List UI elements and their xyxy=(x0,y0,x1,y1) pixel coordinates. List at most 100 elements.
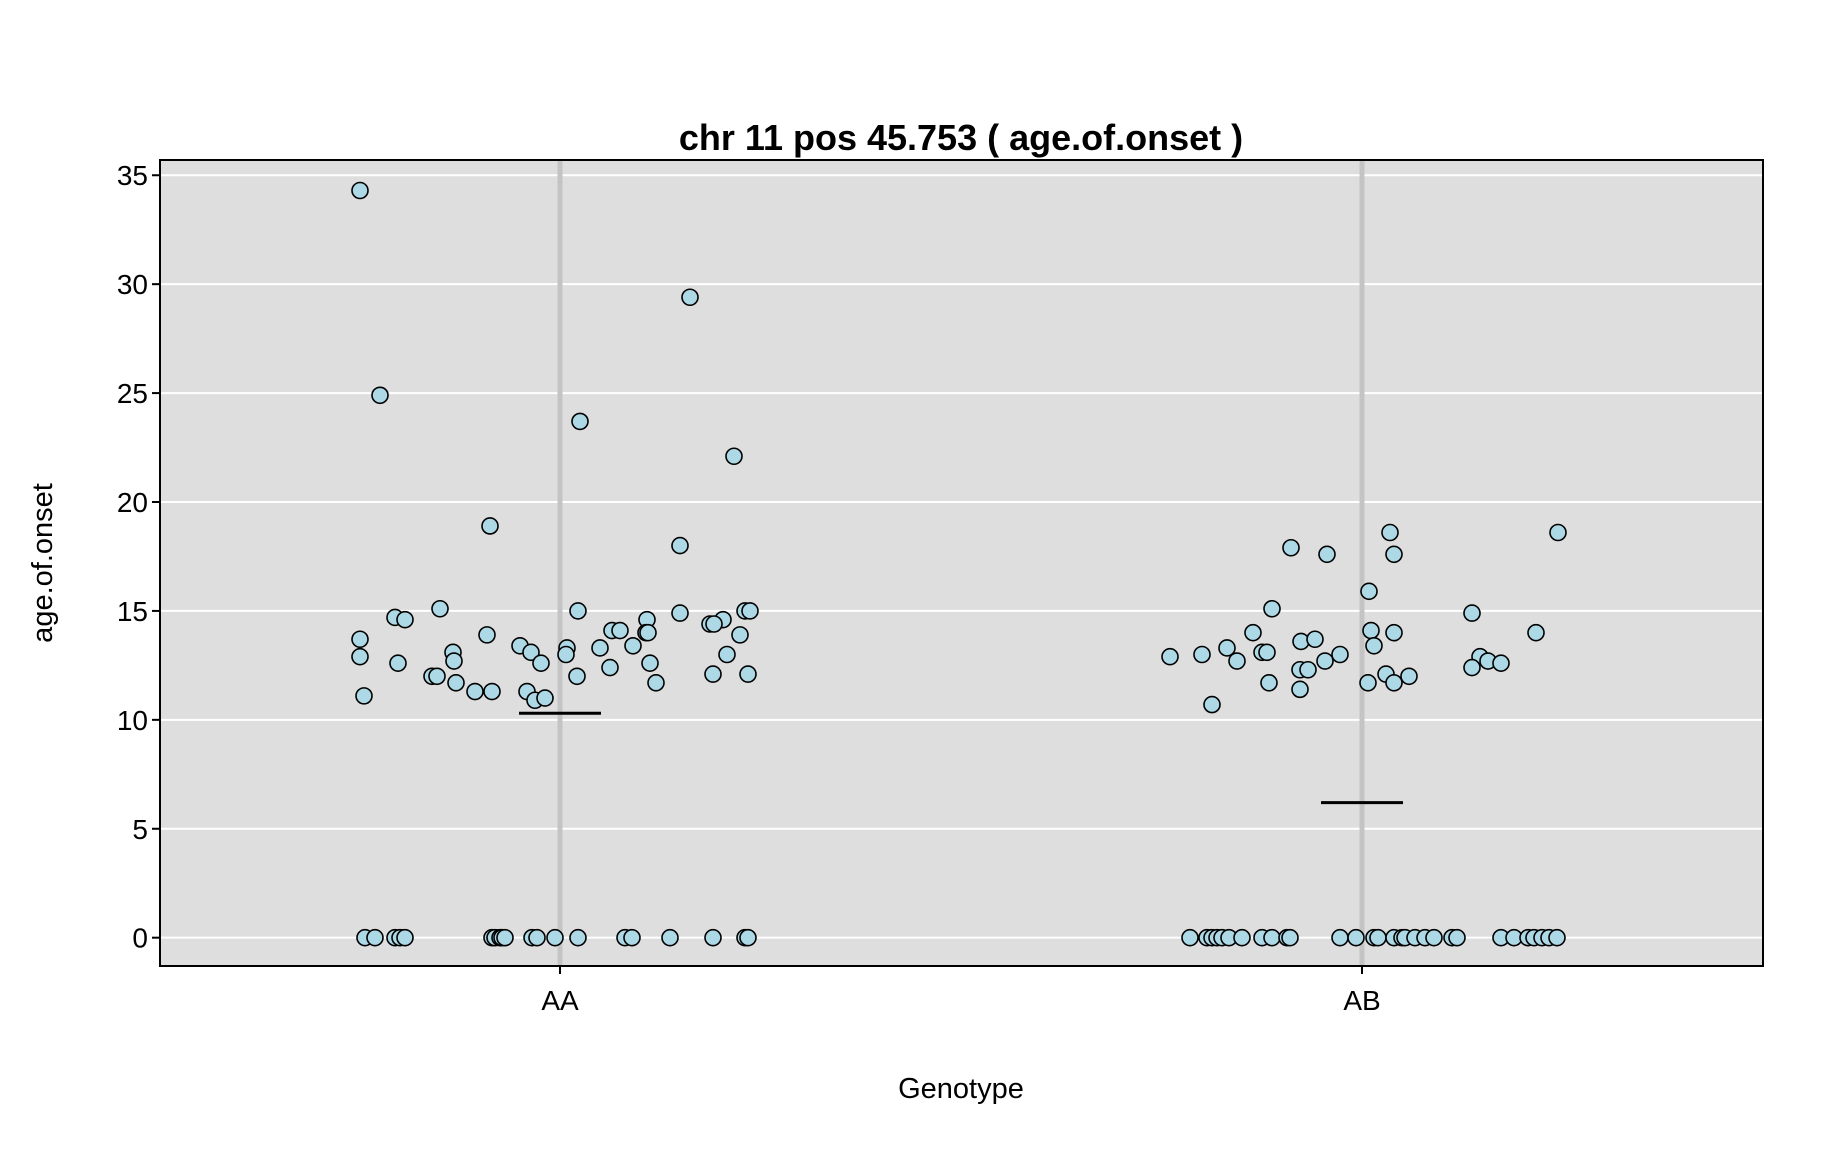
data-point xyxy=(1193,645,1211,664)
data-point xyxy=(546,928,564,947)
data-point xyxy=(389,654,407,673)
data-point xyxy=(1400,667,1418,686)
x-axis-title: Genotype xyxy=(898,1073,1024,1105)
data-point xyxy=(447,674,465,692)
data-point xyxy=(1260,674,1278,692)
y-tick-label: 35 xyxy=(117,160,148,191)
mean-markers xyxy=(519,711,1403,805)
data-point xyxy=(1347,928,1365,947)
data-point xyxy=(601,658,619,677)
data-point xyxy=(396,928,414,947)
data-point xyxy=(704,665,722,683)
y-tick-label: 25 xyxy=(117,378,148,409)
grid-lines xyxy=(160,174,1763,939)
data-point xyxy=(671,604,689,622)
data-point xyxy=(1381,523,1399,542)
data-point xyxy=(351,647,369,666)
data-point xyxy=(1282,538,1300,557)
data-point xyxy=(718,645,736,664)
data-point xyxy=(351,181,369,200)
data-point xyxy=(1299,660,1317,679)
data-point xyxy=(1263,599,1281,618)
data-point xyxy=(466,682,484,701)
x-tick-label: AB xyxy=(1343,985,1380,1016)
data-point xyxy=(1233,928,1251,947)
data-point xyxy=(591,639,609,657)
data-point xyxy=(1463,658,1481,677)
data-point xyxy=(1385,545,1403,564)
data-point xyxy=(481,517,499,535)
data-point xyxy=(1527,623,1545,642)
category-center-lines xyxy=(557,160,1365,966)
data-point xyxy=(1181,928,1199,947)
data-point xyxy=(1359,674,1377,692)
data-point xyxy=(641,654,659,673)
data-point xyxy=(1548,928,1566,947)
data-point xyxy=(647,674,665,692)
data-point xyxy=(1425,928,1443,947)
data-point xyxy=(496,928,514,947)
data-point xyxy=(568,667,586,686)
data-point xyxy=(1365,636,1383,655)
data-point xyxy=(569,928,587,947)
data-point xyxy=(639,623,657,642)
data-point xyxy=(1281,928,1299,947)
y-axis-title: age.of.onset xyxy=(27,483,59,643)
data-point xyxy=(532,654,550,673)
data-point xyxy=(1360,582,1378,601)
data-point xyxy=(1161,647,1179,666)
data-point xyxy=(483,682,501,701)
data-point xyxy=(623,928,641,947)
data-point xyxy=(478,626,496,644)
plot-panel-background xyxy=(160,160,1763,966)
data-point xyxy=(731,626,749,644)
y-axis-ticks: 0 5 10 15 20 25 30 35 xyxy=(117,160,160,954)
data-point xyxy=(1244,623,1262,642)
data-point xyxy=(1385,674,1403,692)
data-point xyxy=(1203,695,1221,714)
data-point xyxy=(445,652,463,670)
data-point xyxy=(431,599,449,618)
data-point xyxy=(1369,928,1387,947)
data-point xyxy=(351,630,369,649)
data-point xyxy=(1318,545,1336,564)
data-point xyxy=(366,928,384,947)
data-point xyxy=(396,610,414,629)
y-tick-label: 0 xyxy=(132,923,148,954)
data-point xyxy=(1306,630,1324,649)
data-point xyxy=(1331,928,1349,947)
y-tick-label: 5 xyxy=(132,814,148,845)
x-axis-ticks: AA AB xyxy=(541,966,1381,1016)
data-point xyxy=(661,928,679,947)
data-point xyxy=(569,602,587,620)
data-point xyxy=(725,447,743,466)
data-point xyxy=(741,602,759,620)
data-point xyxy=(428,667,446,686)
data-point xyxy=(557,645,575,664)
y-tick-label: 10 xyxy=(117,705,148,736)
data-point xyxy=(355,687,373,705)
data-point xyxy=(704,928,722,947)
data-point xyxy=(1316,652,1334,670)
data-point xyxy=(1463,604,1481,622)
x-tick-label: AA xyxy=(541,985,579,1016)
data-point xyxy=(1385,623,1403,642)
data-point xyxy=(571,412,589,431)
plot-panel-border xyxy=(159,159,1764,967)
data-point xyxy=(1263,928,1281,947)
data-point xyxy=(739,928,757,947)
data-point xyxy=(371,386,389,405)
data-point xyxy=(1448,928,1466,947)
data-point xyxy=(1258,643,1276,662)
data-points xyxy=(351,181,1567,947)
data-point xyxy=(739,665,757,683)
data-point xyxy=(1218,639,1236,657)
data-point xyxy=(1228,652,1246,670)
data-point xyxy=(1362,621,1380,640)
data-point xyxy=(624,636,642,655)
data-point xyxy=(1492,654,1510,673)
data-point xyxy=(681,288,699,307)
chart-title: chr 11 pos 45.753 ( age.of.onset ) xyxy=(679,117,1243,158)
